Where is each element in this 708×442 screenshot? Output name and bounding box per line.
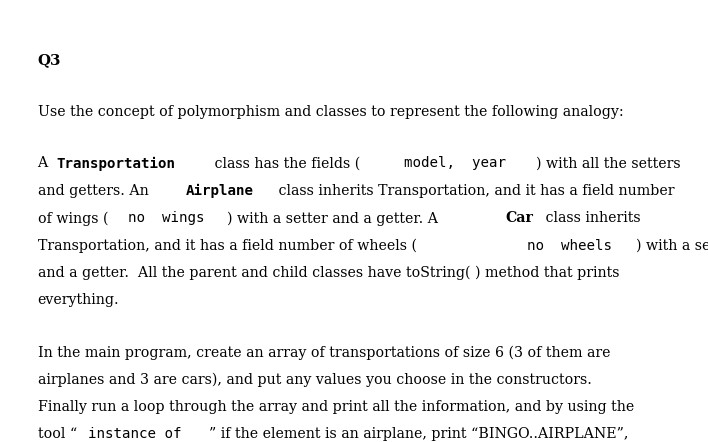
Text: no  wheels: no wheels [527, 239, 612, 253]
Text: Finally run a loop through the array and print all the information, and by using: Finally run a loop through the array and… [38, 400, 634, 414]
Text: In the main program, create an array of transportations of size 6 (3 of them are: In the main program, create an array of … [38, 345, 610, 360]
Text: ) with a setter: ) with a setter [636, 239, 708, 253]
Text: Airplane: Airplane [186, 184, 254, 198]
Text: of wings (: of wings ( [38, 211, 108, 226]
Text: everything.: everything. [38, 293, 119, 308]
Text: Use the concept of polymorphism and classes to represent the following analogy:: Use the concept of polymorphism and clas… [38, 105, 623, 119]
Text: ) with a setter and a getter. A: ) with a setter and a getter. A [227, 211, 442, 226]
Text: class inherits: class inherits [541, 211, 641, 225]
Text: Car: Car [506, 211, 533, 225]
Text: instance of: instance of [88, 427, 182, 442]
Text: Transportation: Transportation [57, 156, 176, 171]
Text: class has the fields (: class has the fields ( [210, 156, 360, 171]
Text: and getters. An: and getters. An [38, 184, 153, 198]
Text: Transportation, and it has a field number of wheels (: Transportation, and it has a field numbe… [38, 239, 416, 253]
Text: A: A [38, 156, 52, 171]
Text: tool “: tool “ [38, 427, 76, 442]
Text: and a getter.  All the parent and child classes have toString( ) method that pri: and a getter. All the parent and child c… [38, 266, 619, 281]
Text: Q3: Q3 [38, 53, 61, 67]
Text: no  wings: no wings [128, 211, 205, 225]
Text: class inherits Transportation, and it has a field number: class inherits Transportation, and it ha… [274, 184, 675, 198]
Text: model,  year: model, year [404, 156, 506, 171]
Text: ” if the element is an airplane, print “BINGO..AIRPLANE”,: ” if the element is an airplane, print “… [209, 427, 628, 442]
Text: airplanes and 3 are cars), and put any values you choose in the constructors.: airplanes and 3 are cars), and put any v… [38, 373, 591, 387]
Text: ) with all the setters: ) with all the setters [535, 156, 680, 171]
